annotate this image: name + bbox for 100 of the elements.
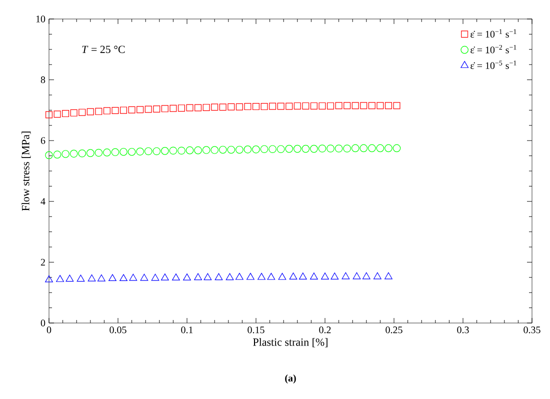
x-tick-label: 0: [46, 326, 52, 334]
point: [53, 150, 62, 158]
point: [318, 102, 326, 110]
point: [202, 104, 210, 111]
point: [384, 102, 392, 110]
point: [140, 274, 148, 281]
point: [302, 102, 310, 110]
point: [352, 102, 359, 110]
point: [46, 111, 52, 118]
point: [277, 102, 284, 110]
point: [236, 272, 244, 280]
point: [78, 108, 86, 116]
point: [268, 145, 276, 154]
point: [161, 147, 169, 155]
point: [310, 144, 318, 153]
x-tick-label: 0.35: [524, 326, 540, 334]
point: [151, 274, 160, 281]
point: [392, 144, 401, 152]
point: [226, 273, 234, 280]
point: [236, 103, 243, 110]
point: [362, 272, 370, 280]
point: [111, 148, 120, 156]
point: [267, 272, 276, 280]
point: [70, 150, 78, 158]
point: [246, 272, 254, 280]
point: [260, 145, 268, 154]
point: [228, 103, 235, 110]
point: [170, 104, 177, 112]
point: [289, 272, 298, 280]
point: [352, 272, 361, 280]
point: [227, 146, 236, 154]
point: [327, 102, 334, 110]
point: [278, 272, 286, 280]
point: [128, 106, 136, 114]
x-tick-label: 0.25: [386, 326, 402, 334]
y-tick-label: 6: [40, 137, 46, 144]
point: [298, 272, 307, 280]
point: [310, 272, 318, 280]
point: [302, 144, 310, 153]
point: [62, 150, 70, 158]
point: [120, 106, 128, 114]
point: [351, 144, 360, 152]
point: [360, 102, 368, 110]
point: [269, 102, 276, 110]
point: [244, 146, 252, 154]
point: [194, 104, 202, 112]
point: [218, 146, 227, 154]
x-tick-label: 0.05: [110, 326, 126, 334]
point: [294, 102, 301, 110]
point: [178, 104, 185, 112]
point: [211, 104, 218, 111]
legend-label: ε̇ = 10$^{−2}$ s$^{−1}$: [470, 44, 516, 54]
point: [202, 146, 210, 154]
point: [219, 104, 226, 111]
x-tick-label: 0.3: [457, 326, 469, 334]
point: [330, 272, 339, 280]
point: [144, 106, 152, 113]
point: [294, 144, 302, 153]
point: [376, 144, 384, 152]
point: [178, 146, 186, 155]
point: [374, 272, 382, 280]
point: [286, 102, 293, 110]
annotation: T = 25 °C: [82, 46, 125, 54]
point: [343, 144, 351, 152]
point: [194, 273, 202, 280]
point: [258, 272, 266, 280]
y-tick-label: 2: [40, 258, 45, 266]
point: [194, 146, 202, 154]
y-tick-label: 0: [40, 320, 46, 326]
point: [326, 144, 334, 152]
point: [214, 273, 223, 280]
point: [70, 109, 78, 116]
point: [360, 144, 368, 152]
point: [86, 149, 94, 157]
point: [86, 108, 94, 116]
point: [321, 272, 329, 280]
x-tick-label: 0.2: [319, 326, 331, 334]
point: [384, 144, 392, 152]
point: [76, 274, 85, 282]
point: [54, 110, 61, 118]
point: [160, 274, 169, 280]
text: (a): [285, 374, 296, 384]
point: [136, 106, 144, 114]
point: [186, 104, 194, 112]
point: [393, 102, 400, 110]
point: [94, 148, 103, 157]
x-tick-label: 0.15: [248, 326, 264, 334]
point: [183, 274, 191, 280]
legend-label: ε̇ = 10$^{−5}$ s$^{−1}$: [470, 60, 516, 69]
point: [276, 145, 285, 154]
y-tick-label: 10: [36, 16, 46, 22]
point: [384, 272, 392, 280]
point: [108, 274, 116, 282]
x-axis-title: Plastic strain [%]: [253, 338, 328, 348]
point: [344, 102, 351, 110]
point: [252, 146, 260, 154]
y-tick-label: 4: [40, 198, 46, 205]
point: [161, 105, 168, 112]
point: [153, 105, 160, 112]
point: [45, 151, 53, 160]
